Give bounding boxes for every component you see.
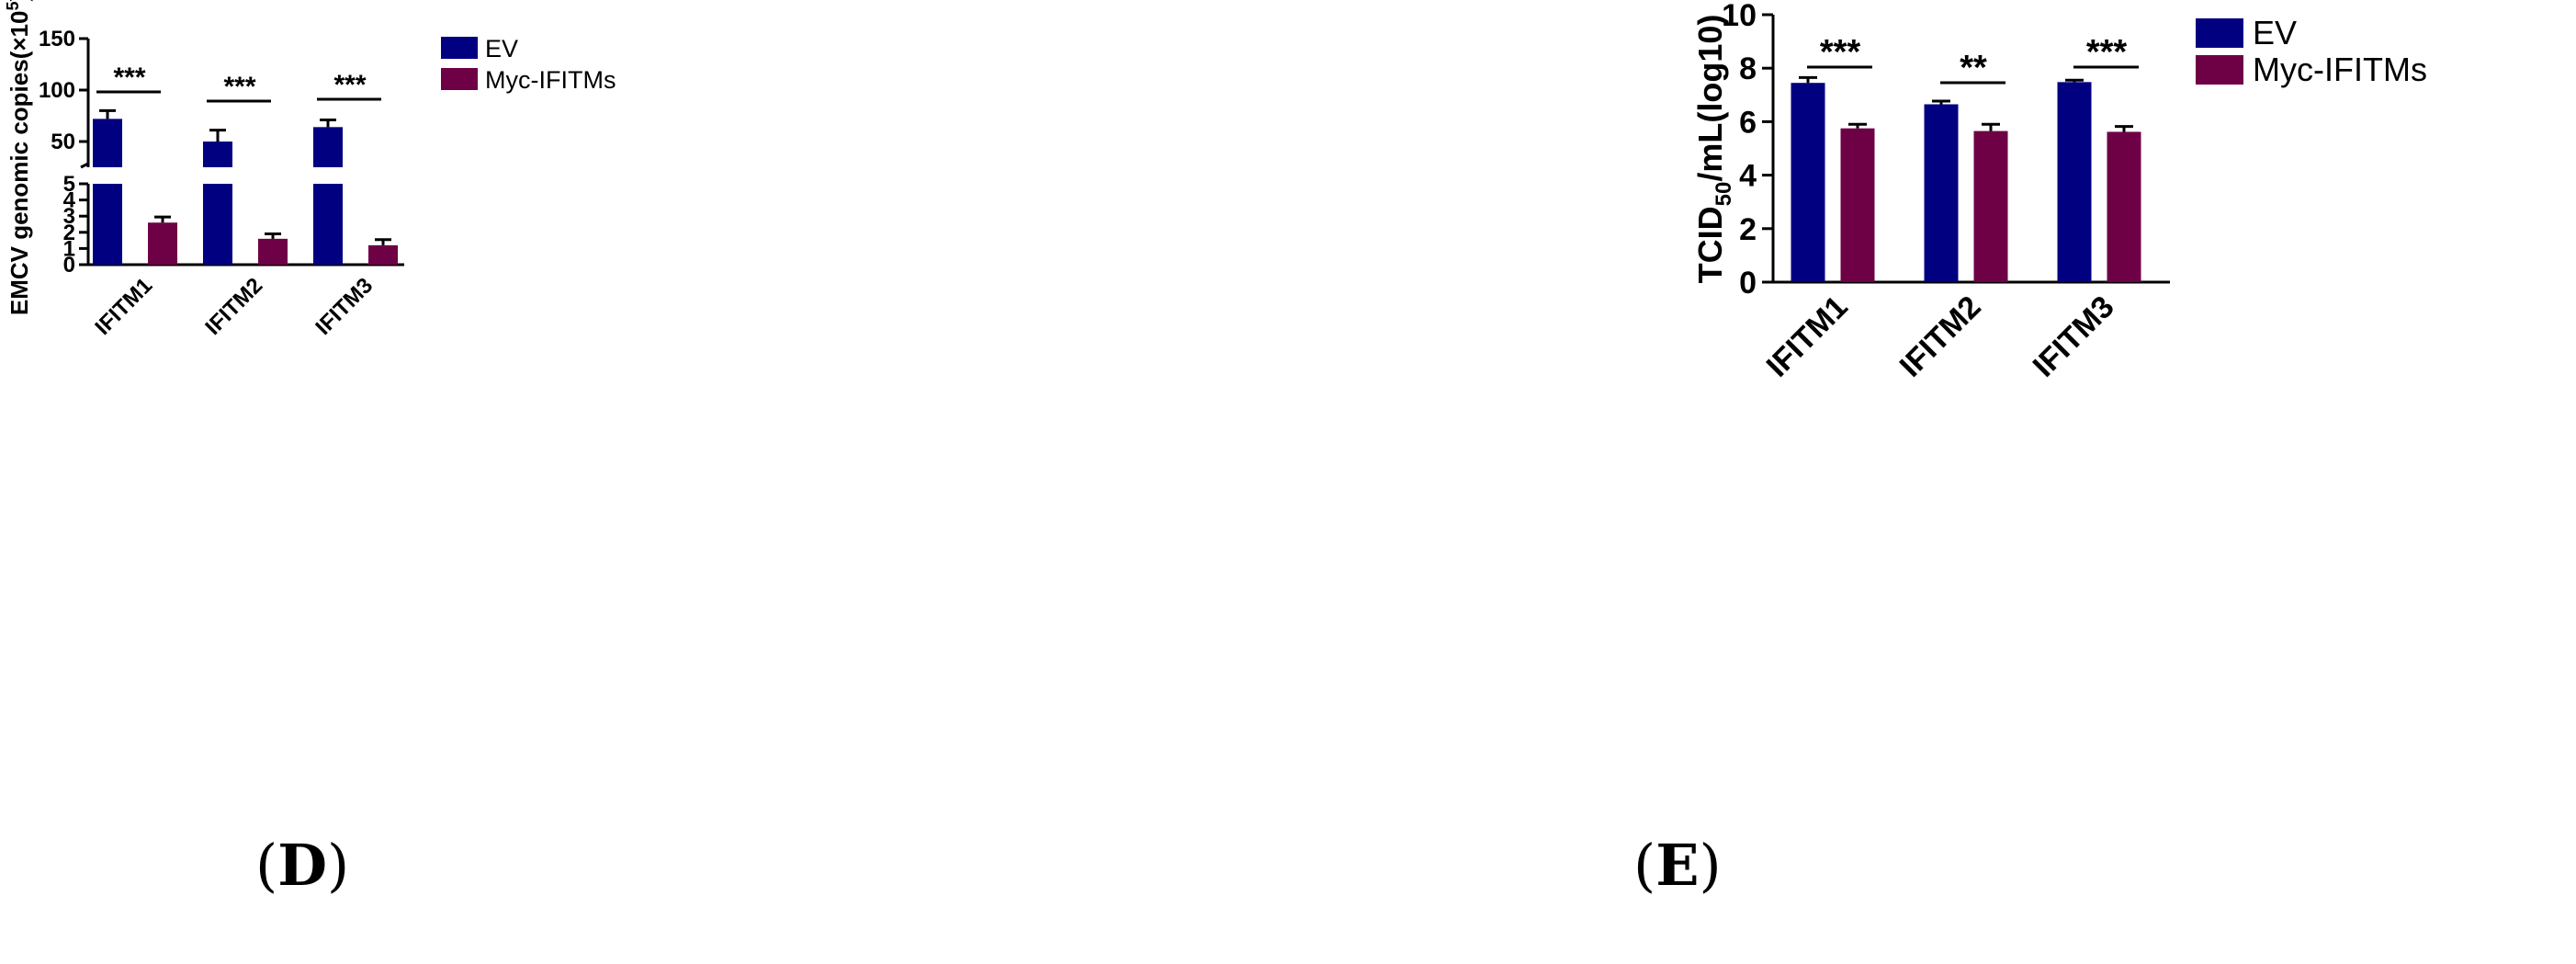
panel-e-chart: 0 2 4 6 8 10 TCID50/mL(log10) *** IFITM1 ** IFITM2… <box>1286 0 2576 964</box>
y-tick-label: 2 <box>1739 212 1757 247</box>
y-axis-title: EMCV genomic copies(×105) <box>4 0 33 315</box>
bar-ev-upper <box>203 142 232 167</box>
y-tick-label: 4 <box>63 188 76 213</box>
x-category-label: IFITM2 <box>1893 289 1988 384</box>
error-bar <box>209 129 226 142</box>
y-tick-label: 150 <box>39 27 75 51</box>
bar-ev-upper <box>313 127 343 167</box>
y-tick-label: 5 <box>63 172 75 197</box>
y-tick-label: 8 <box>1739 51 1757 86</box>
panel-label-e: (E) <box>1633 832 1722 899</box>
x-category-label: IFITM3 <box>311 273 378 340</box>
x-category-label: IFITM1 <box>1760 289 1855 384</box>
y-tick-label: 6 <box>1739 105 1757 140</box>
error-bar <box>320 118 336 128</box>
bar-ev <box>2057 82 2092 282</box>
legend-label: EV <box>485 35 518 62</box>
bar-ev <box>1791 83 1825 282</box>
error-bar <box>1799 75 1817 84</box>
significance-label: *** <box>2086 33 2128 72</box>
axis-break-mark <box>80 162 89 169</box>
bar-myc-ifitms <box>368 244 398 265</box>
error-bar <box>2065 78 2084 83</box>
legend-label: Myc-IFITMs <box>485 66 616 94</box>
y-tick-label: 100 <box>39 78 75 103</box>
error-bar <box>154 215 171 223</box>
significance-label: ** <box>1960 49 1987 87</box>
x-category-label: IFITM3 <box>2027 289 2121 384</box>
error-bar <box>2115 125 2133 132</box>
legend-swatch-myc-ifitms <box>441 68 478 90</box>
error-bar <box>1932 99 1950 105</box>
y-tick-label: 50 <box>51 130 75 154</box>
y-tick-label: 2 <box>63 221 75 245</box>
significance-label: *** <box>1820 33 1861 72</box>
bar-ev-lower <box>93 184 122 265</box>
bar-ev <box>1924 104 1959 282</box>
legend-swatch-myc-ifitms <box>2196 55 2243 85</box>
legend-label: Myc-IFITMs <box>2253 51 2427 88</box>
y-tick-label: 10 <box>1722 0 1757 33</box>
bar-ev-lower <box>203 184 232 265</box>
error-bar <box>99 108 116 119</box>
bar-myc-ifitms <box>1973 130 2008 282</box>
y-axis-title: TCID50/mL(log10) <box>1691 15 1736 284</box>
significance-label: *** <box>333 70 366 100</box>
bar-myc-ifitms <box>148 222 177 265</box>
legend-label: EV <box>2253 14 2297 51</box>
significance-label: *** <box>223 72 255 102</box>
error-bar <box>265 232 281 239</box>
y-tick-label: 0 <box>63 253 75 278</box>
error-bar <box>1848 122 1867 129</box>
y-tick-label: 1 <box>63 236 75 261</box>
error-bar <box>375 238 391 245</box>
y-tick-label: 3 <box>63 204 75 229</box>
legend-swatch-ev <box>2196 18 2243 48</box>
bar-myc-ifitms <box>258 238 288 265</box>
legend-swatch-ev <box>441 37 478 59</box>
y-tick-label: 4 <box>1739 159 1757 194</box>
panel-label-d: (D) <box>255 832 350 899</box>
x-category-label: IFITM2 <box>200 273 267 340</box>
significance-label: *** <box>113 62 145 93</box>
error-bar <box>1982 122 2000 131</box>
bar-myc-ifitms <box>1840 128 1875 282</box>
x-category-label: IFITM1 <box>90 273 157 340</box>
bar-ev-lower <box>313 184 343 265</box>
bar-ev-upper <box>93 119 122 167</box>
bar-myc-ifitms <box>2107 131 2141 282</box>
y-tick-label: 0 <box>1739 266 1757 301</box>
